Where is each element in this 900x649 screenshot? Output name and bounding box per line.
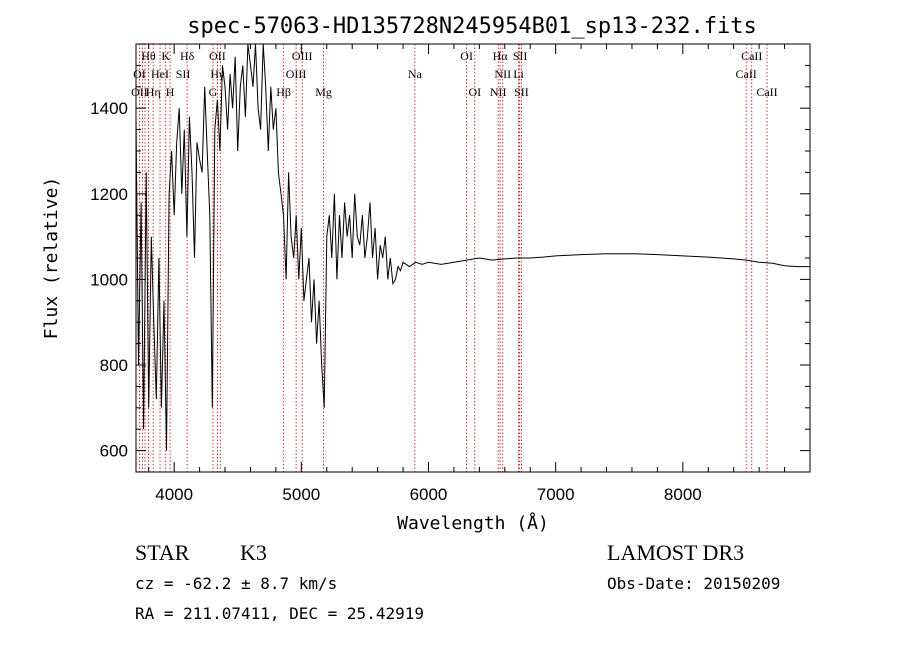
chart-title: spec-57063-HD135728N245954B01_sp13-232.f… [187,14,757,39]
line-label: Hη [146,85,161,99]
line-label: OII [209,49,226,63]
observation-date: Obs-Date: 20150209 [607,574,780,593]
line-label: Li [513,67,524,81]
line-label: NII [490,85,507,99]
line-label: SII [176,67,191,81]
line-label: Hθ [141,49,156,63]
line-label: CaII [741,49,762,63]
y-axis-ticks: 600 800 1000 1200 1400 [90,64,810,461]
y-tick-label: 1000 [90,270,128,289]
y-axis-label: Flux (relative) [41,177,62,340]
line-label: SII [513,49,528,63]
line-label: H [166,85,175,99]
line-label: Hγ [210,67,225,81]
line-label: G [209,85,218,99]
y-tick-label: 1200 [90,185,128,204]
line-label: HeI [151,67,169,81]
y-tick-label: 600 [100,442,128,461]
line-label: OI [468,85,481,99]
object-subclass: K3 [240,540,267,565]
emission-line-markers [139,44,768,472]
x-tick-label: 5000 [282,485,320,504]
line-label: CaII [756,85,777,99]
line-label: Hα [493,49,509,63]
line-label: NII [494,67,511,81]
survey-name: LAMOST DR3 [607,540,744,565]
line-label: OIII [286,67,307,81]
x-tick-label: 8000 [664,485,702,504]
x-axis-label: Wavelength (Å) [397,512,549,534]
plot-frame [135,43,811,473]
line-label: Hδ [180,49,195,63]
line-label: K [161,49,170,63]
line-label: CaII [735,67,756,81]
object-class: STAR [135,540,190,565]
coordinates: RA = 211.07411, DEC = 25.42919 [135,604,424,623]
line-label: OIII [292,49,313,63]
emission-line-labels: Hθ K Hδ OII OIII OI Hα SII CaII OI HeI SII Hγ OIII Na N… [131,49,778,99]
line-label: Mg [315,85,332,99]
line-label: Hβ [276,85,291,99]
line-label: SII [514,85,529,99]
line-label: Na [408,67,423,81]
line-label: OII [131,85,148,99]
x-tick-label: 7000 [537,485,575,504]
x-tick-label: 6000 [410,485,448,504]
spectrum-line [135,43,810,451]
x-axis-ticks: 4000 5000 6000 7000 8000 [148,44,786,504]
x-tick-label: 4000 [155,485,193,504]
line-label: OI [133,67,146,81]
redshift-cz: cz = -62.2 ± 8.7 km/s [135,574,337,593]
line-label: OI [460,49,473,63]
y-tick-label: 1400 [90,99,128,118]
y-tick-label: 800 [100,356,128,375]
